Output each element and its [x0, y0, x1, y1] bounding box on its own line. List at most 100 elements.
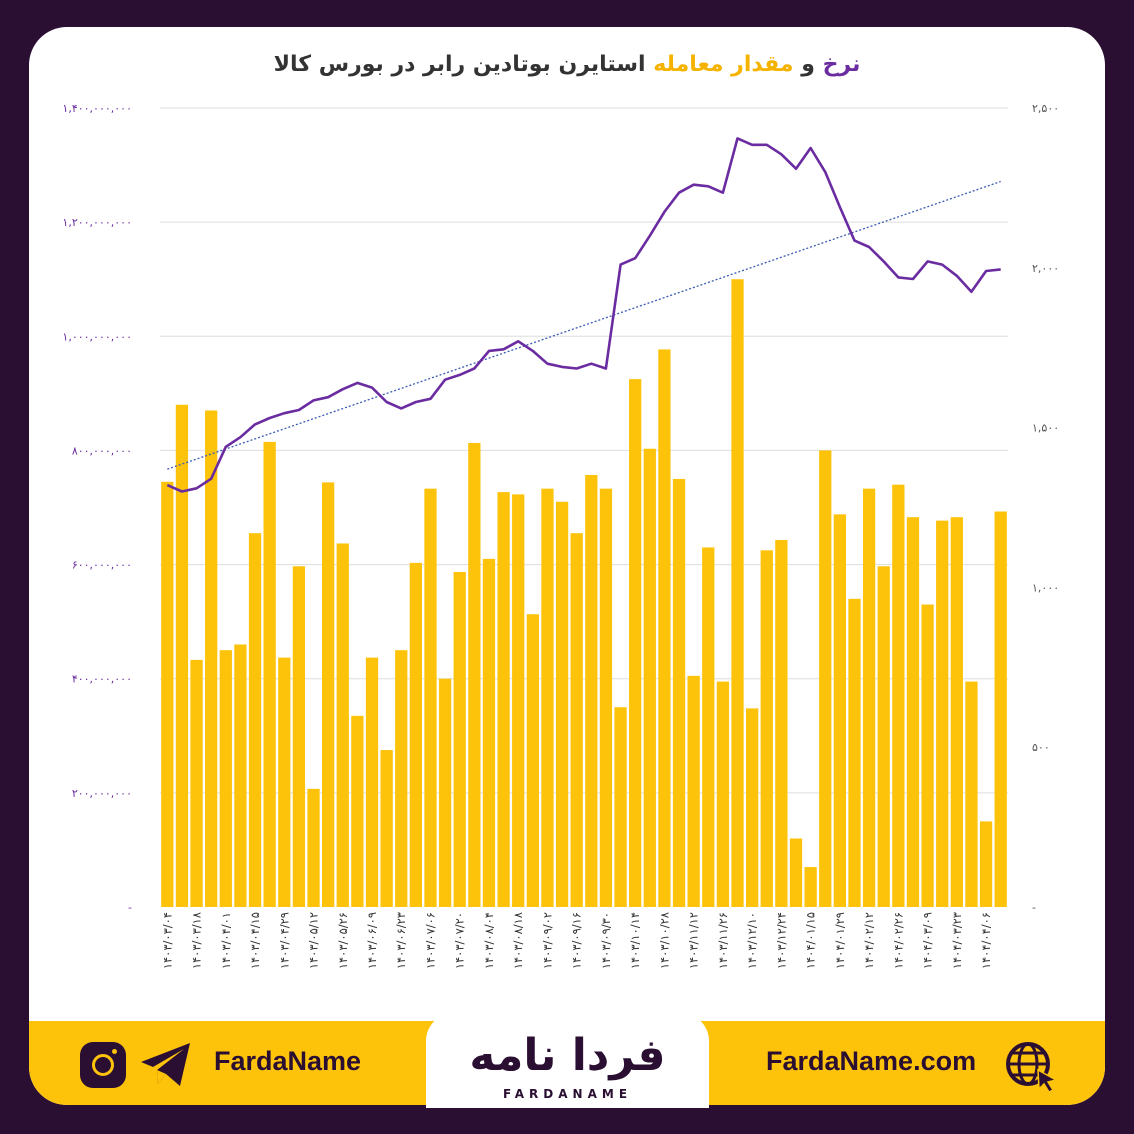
x-tick-label: ۱۴۰۴/۰۳/۲۳: [950, 912, 964, 969]
bar: [819, 450, 832, 907]
bar: [336, 543, 349, 907]
title-rest: استایرن بوتادین رابر در بورس کالا: [273, 52, 646, 77]
bar: [482, 558, 496, 907]
bar: [643, 448, 656, 907]
social-handle[interactable]: FardaName: [214, 1046, 362, 1076]
bar: [292, 566, 306, 907]
bar: [731, 279, 744, 907]
bar: [409, 562, 423, 907]
bar: [234, 644, 247, 907]
right-tick-label: -: [1032, 901, 1036, 914]
bar: [906, 517, 920, 907]
line-series: [166, 137, 1001, 493]
bar: [438, 678, 452, 907]
telegram-icon[interactable]: [138, 1040, 194, 1090]
bar: [833, 514, 847, 907]
bar: [687, 675, 700, 907]
bar: [979, 821, 993, 907]
bar-series: [161, 279, 1007, 908]
bar: [219, 650, 232, 907]
x-tick-label: ۱۴۰۳/۰۶/۲۳: [394, 912, 408, 969]
bar: [380, 750, 393, 907]
bar: [570, 533, 583, 907]
bar: [307, 788, 320, 907]
x-tick-label: ۱۴۰۳/۱۲/۱۰: [745, 912, 759, 969]
bar: [205, 410, 218, 907]
bar: [321, 482, 335, 907]
x-tick-label: ۱۴۰۳/۰۷/۰۶: [423, 912, 437, 969]
x-tick-label: ۱۴۰۴/۰۱/۲۹: [833, 912, 847, 969]
x-tick-label: ۱۴۰۳/۱۱/۱۲: [687, 912, 701, 969]
x-tick-label: ۱۴۰۳/۰۸/۱۸: [511, 912, 525, 969]
right-axis: - ۵۰۰ ۱,۰۰۰ ۱,۵۰۰ ۲,۰۰۰ ۲,۵۰۰: [1032, 102, 1059, 914]
x-tick-label: ۱۴۰۳/۱۰/۲۸: [657, 912, 671, 969]
bar: [599, 488, 613, 907]
bar: [248, 533, 262, 907]
bar: [702, 547, 715, 907]
bar: [892, 484, 905, 907]
bar: [848, 598, 861, 907]
x-tick-label: ۱۴۰۳/۰۹/۳۰: [599, 912, 613, 969]
bar: [629, 379, 642, 907]
bar: [936, 520, 949, 907]
x-tick-label: ۱۴۰۳/۰۷/۲۰: [453, 912, 467, 969]
bar: [965, 681, 978, 907]
bar: [585, 474, 598, 907]
bar: [716, 681, 730, 907]
website-link[interactable]: FardaName.com: [766, 1046, 977, 1076]
left-tick-label: ۱,۲۰۰,۰۰۰,۰۰۰: [62, 216, 132, 229]
bar: [190, 659, 203, 907]
x-tick-label: ۱۴۰۳/۰۴/۱۵: [248, 912, 262, 969]
bar: [950, 517, 963, 907]
x-tick-label: ۱۴۰۳/۰۹/۰۲: [540, 912, 554, 969]
title-volume: مقدار معامله: [653, 52, 794, 77]
x-tick-label: ۱۴۰۴/۰۱/۱۵: [804, 912, 818, 969]
bar: [351, 715, 364, 907]
logo-fa: فردا نامه: [469, 1030, 666, 1081]
trend-line: [167, 180, 1001, 470]
bar: [745, 708, 759, 907]
left-tick-label: ۲۰۰,۰۰۰,۰۰۰: [72, 787, 132, 800]
right-tick-label: ۲,۵۰۰: [1032, 102, 1059, 115]
bar: [497, 492, 510, 907]
bar: [775, 540, 788, 907]
left-tick-label: -: [128, 901, 132, 914]
x-tick-label: ۱۴۰۳/۰۴/۰۱: [219, 912, 233, 969]
bar: [424, 488, 437, 907]
bar: [161, 481, 174, 907]
bar: [877, 566, 890, 907]
bar: [614, 707, 627, 907]
left-axis: - ۲۰۰,۰۰۰,۰۰۰ ۴۰۰,۰۰۰,۰۰۰ ۶۰۰,۰۰۰,۰۰۰ ۸۰۰,۰۰…: [62, 102, 132, 914]
bar: [526, 614, 539, 907]
x-tick-label: ۱۴۰۳/۱۱/۲۶: [716, 912, 730, 969]
bar: [453, 571, 466, 907]
x-tick-label: ۱۴۰۳/۱۰/۱۴: [628, 912, 642, 969]
bar: [395, 650, 408, 907]
title-and: و: [801, 52, 815, 77]
x-tick-label: ۱۴۰۳/۰۵/۱۲: [307, 912, 321, 969]
x-tick-label: ۱۴۰۴/۰۳/۰۹: [921, 912, 935, 969]
x-tick-label: ۱۴۰۳/۰۵/۲۶: [336, 912, 350, 969]
logo-en: FARDANAME: [502, 1087, 633, 1101]
right-tick-label: ۱,۰۰۰: [1032, 581, 1059, 594]
left-tick-label: ۶۰۰,۰۰۰,۰۰۰: [72, 559, 132, 572]
x-tick-label: ۱۴۰۴/۰۲/۱۲: [862, 912, 876, 969]
x-tick-label: ۱۴۰۳/۰۴/۲۹: [277, 912, 291, 969]
x-tick-label: ۱۴۰۳/۰۳/۰۴: [160, 912, 174, 969]
bar: [278, 657, 291, 907]
bar: [541, 488, 554, 907]
bar: [921, 604, 934, 907]
bar: [994, 511, 1007, 907]
trend-series: [167, 180, 1001, 470]
left-tick-label: ۸۰۰,۰۰۰,۰۰۰: [72, 444, 132, 457]
bar: [512, 494, 525, 907]
logo-container: [426, 1013, 709, 1108]
left-tick-label: ۴۰۰,۰۰۰,۰۰۰: [72, 673, 132, 686]
left-tick-label: ۱,۰۰۰,۰۰۰,۰۰۰: [62, 330, 132, 343]
x-tick-label: ۱۴۰۳/۰۳/۱۸: [190, 912, 204, 969]
instagram-icon[interactable]: [80, 1042, 126, 1088]
title-rate: نرخ: [822, 52, 861, 77]
globe-icon[interactable]: [1004, 1040, 1060, 1092]
right-tick-label: ۱,۵۰۰: [1032, 422, 1059, 435]
x-axis: ۱۴۰۳/۰۳/۰۴ ۱۴۰۳/۰۳/۱۸ ۱۴۰۳/۰۴/۰۱ ۱۴۰۳/۰۴/۱۵…: [160, 912, 993, 969]
